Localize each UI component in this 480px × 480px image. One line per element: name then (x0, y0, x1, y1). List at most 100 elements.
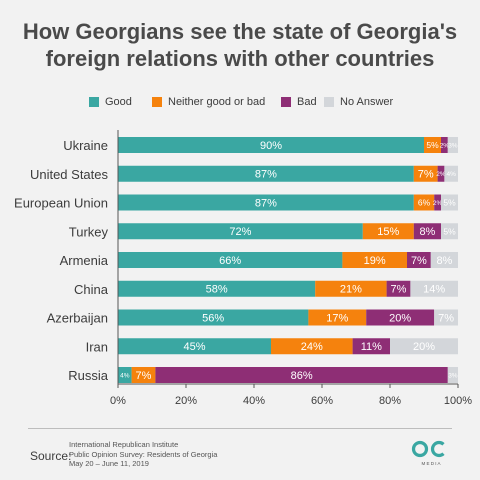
bar-iran-bad (352, 338, 390, 355)
bar-ukraine-good (118, 137, 424, 153)
data-label-european-union-no-answer: 5% (443, 198, 456, 208)
bar-ukraine-no-answer (447, 137, 458, 153)
data-label-armenia-neither-good-or-bad: 19% (364, 255, 386, 267)
category-label-iran: Iran (86, 339, 108, 354)
legend-label-good: Good (105, 96, 132, 108)
data-label-china-good: 58% (206, 284, 228, 296)
data-label-azerbaijan-neither-good-or-bad: 17% (326, 312, 348, 324)
data-label-azerbaijan-good: 56% (202, 312, 224, 324)
category-label-united-states: United States (30, 167, 109, 182)
bar-united-states-no-answer (444, 165, 458, 182)
bar-azerbaijan-bad (366, 309, 435, 326)
data-label-iran-bad: 11% (361, 341, 382, 353)
bar-russia-neither-good-or-bad (131, 367, 156, 383)
source-details: International Republican Institute Publi… (69, 440, 217, 469)
data-label-united-states-good: 87% (255, 169, 277, 181)
data-label-azerbaijan-bad: 20% (389, 312, 411, 324)
bar-azerbaijan-neither-good-or-bad (308, 309, 367, 326)
logo-subtext: M E D I A (421, 461, 440, 466)
bar-ukraine-neither-good-or-bad (424, 137, 441, 153)
legend-item-bad: Bad (281, 96, 317, 108)
data-label-ukraine-bad: 2% (440, 142, 450, 149)
bar-azerbaijan-good (118, 309, 309, 326)
bar-turkey-no-answer (441, 223, 458, 240)
data-label-turkey-good: 72% (229, 226, 251, 238)
bar-russia-good (118, 367, 132, 383)
logo-o-mark (411, 440, 429, 458)
x-tick-label-4: 80% (379, 395, 401, 407)
legend-item-good: Good (89, 96, 132, 108)
bar-european-union-bad (434, 194, 441, 211)
chart-title-line-2: foreign relations with other countries (45, 46, 435, 71)
data-label-turkey-neither-good-or-bad: 15% (377, 226, 399, 238)
data-label-ukraine-good: 90% (260, 140, 282, 152)
data-label-russia-no-answer: 3% (448, 372, 458, 379)
bar-united-states-neither-good-or-bad (413, 165, 438, 182)
legend-item-no-answer: No Answer (324, 96, 393, 108)
legend-swatch-neither-good-or-bad (152, 97, 162, 107)
bar-china-good (118, 280, 316, 297)
bar-armenia-neither-good-or-bad (342, 252, 407, 268)
bar-united-states-bad (437, 165, 445, 182)
data-label-turkey-no-answer: 5% (443, 226, 456, 236)
x-tick-label-0: 0% (110, 395, 126, 407)
data-label-armenia-bad: 7% (411, 255, 427, 267)
bar-china-no-answer (410, 280, 458, 297)
source-label: Source: (30, 449, 72, 463)
bar-european-union-no-answer (441, 194, 458, 211)
bar-turkey-good (118, 223, 363, 240)
oc-media-logo: M E D I A (411, 440, 445, 466)
category-label-russia: Russia (68, 368, 109, 383)
data-label-armenia-no-answer: 8% (436, 255, 452, 267)
category-label-china: China (74, 282, 109, 297)
data-label-european-union-bad: 2% (433, 200, 443, 207)
data-label-china-no-answer: 14% (423, 284, 445, 296)
data-label-turkey-bad: 8% (419, 226, 435, 238)
bar-european-union-good (118, 194, 414, 211)
category-label-european-union: European Union (14, 196, 108, 211)
footer-divider (28, 428, 452, 429)
bar-turkey-neither-good-or-bad (362, 223, 414, 240)
bar-armenia-good (118, 252, 343, 268)
legend-label-no-answer: No Answer (340, 96, 394, 108)
category-label-turkey: Turkey (69, 224, 109, 239)
data-label-azerbaijan-no-answer: 7% (438, 312, 454, 324)
data-label-china-neither-good-or-bad: 21% (340, 284, 362, 296)
bar-turkey-bad (413, 223, 441, 240)
data-label-russia-bad: 86% (291, 370, 313, 382)
bar-azerbaijan-no-answer (434, 309, 458, 326)
bar-iran-neither-good-or-bad (271, 338, 353, 355)
bar-china-neither-good-or-bad (315, 280, 387, 297)
data-label-united-states-neither-good-or-bad: 7% (418, 169, 434, 181)
data-label-iran-good: 45% (183, 341, 205, 353)
data-label-european-union-good: 87% (255, 197, 277, 209)
bar-russia-bad (155, 367, 448, 383)
logo-c-mark (430, 440, 445, 458)
data-label-ukraine-neither-good-or-bad: 5% (426, 140, 439, 150)
category-label-armenia: Armenia (60, 253, 109, 268)
legend-swatch-bad (281, 97, 291, 107)
legend-item-neither-good-or-bad: Neither good or bad (152, 96, 265, 108)
data-label-united-states-bad: 2% (436, 171, 446, 178)
data-label-armenia-good: 66% (219, 255, 241, 267)
chart-legend: Good Neither good or bad Bad No Answer (0, 96, 480, 112)
category-label-ukraine: Ukraine (63, 138, 108, 153)
legend-swatch-good (89, 97, 99, 107)
data-label-china-bad: 7% (391, 284, 407, 296)
data-label-iran-no-answer: 20% (413, 341, 435, 353)
data-label-ukraine-no-answer: 3% (448, 142, 458, 149)
bar-china-bad (386, 280, 411, 297)
source-line-3: May 20 – June 11, 2019 (69, 459, 149, 468)
data-label-iran-neither-good-or-bad: 24% (301, 341, 323, 353)
bar-russia-no-answer (447, 367, 458, 383)
bar-united-states-good (118, 165, 414, 182)
data-label-russia-good: 4% (120, 372, 130, 379)
legend-label-neither-good-or-bad: Neither good or bad (168, 96, 266, 108)
bar-iran-good (118, 338, 271, 355)
data-label-russia-neither-good-or-bad: 7% (136, 370, 152, 382)
legend-label-bad: Bad (297, 96, 317, 108)
source-line-2: Public Opinion Survey: Residents of Geor… (69, 449, 218, 459)
x-tick-label-3: 60% (311, 395, 333, 407)
bar-armenia-bad (407, 252, 431, 268)
